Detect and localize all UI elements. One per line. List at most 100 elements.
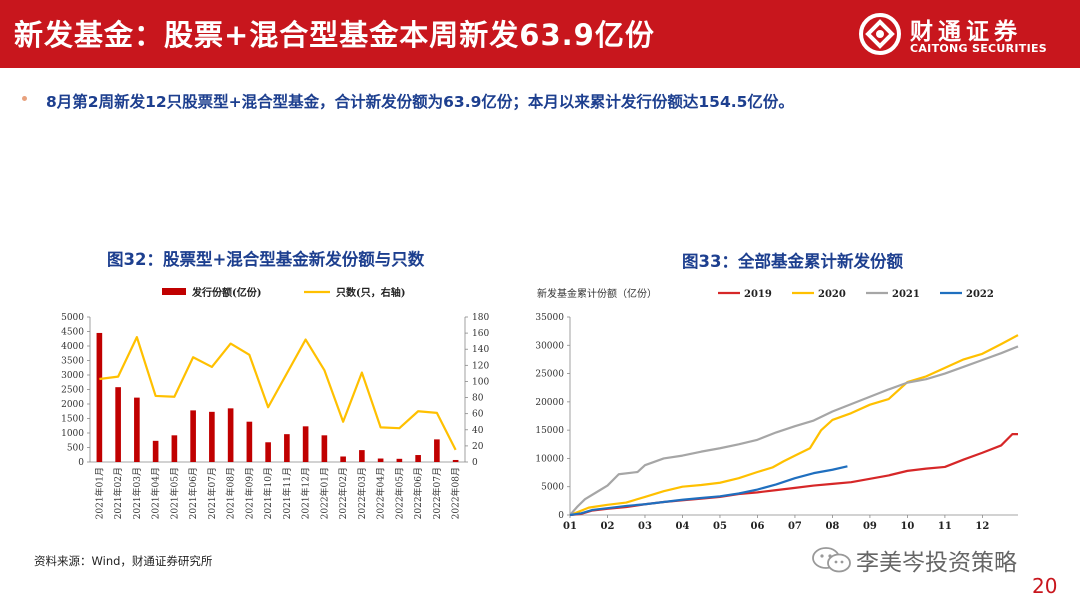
chart1-bar — [396, 458, 403, 462]
chart2-x-tick-label: 02 — [601, 521, 615, 532]
chart2-legend-label-2019: 2019 — [744, 289, 772, 300]
chart1-bar — [284, 434, 290, 462]
source-note: 资料来源：Wind，财通证券研究所 — [34, 554, 213, 568]
chart1-left-tick-label: 5000 — [61, 313, 84, 323]
brand-name: 财通证券 — [910, 19, 1022, 45]
chart1-legend-label-line: 只数(只，右轴) — [336, 286, 405, 299]
page-title: 新发基金：股票+混合型基金本周新发63.9亿份 — [14, 18, 655, 52]
chart2-series-line-2019 — [569, 433, 1018, 517]
chart2-x-tick-label: 10 — [900, 521, 914, 532]
chart1-bar-line: 0500100015002000250030003500400045005000… — [61, 286, 489, 519]
chart1-left-tick-label: 0 — [78, 458, 84, 468]
chart1-x-tick-label: 2021年05月 — [168, 467, 180, 519]
chart2-y-tick-label: 0 — [558, 511, 564, 521]
chart2-y-label: 新发基金累计份额（亿份） — [537, 287, 657, 300]
chart1-right-tick-label: 180 — [472, 313, 489, 323]
chart2-legend-label-2021: 2021 — [892, 289, 920, 300]
chart1-left-tick-label: 2000 — [61, 400, 84, 410]
chart1-right-tick-label: 160 — [472, 329, 489, 339]
chart1-bar — [96, 332, 103, 462]
chart1-bar — [209, 411, 215, 462]
chart2-y-tick-label: 25000 — [535, 370, 564, 380]
chart2-x-tick-label: 04 — [676, 521, 690, 532]
chart2-x-tick-label: 07 — [788, 521, 802, 532]
chart1-x-tick-label: 2022年08月 — [450, 467, 462, 519]
chart2-x-tick-label: 01 — [563, 521, 577, 532]
page-number: 20 — [1032, 574, 1058, 598]
summary-text: 8月第2周新发12只股票型+混合型基金，合计新发份额为63.9亿份；本月以来累计… — [46, 93, 794, 111]
chart1-bar — [302, 426, 309, 462]
chart1-left-tick-label: 1500 — [61, 415, 84, 425]
chart1-x-tick-label: 2021年10月 — [262, 467, 274, 519]
chart1-x-tick-label: 2021年07月 — [206, 467, 218, 519]
chart1-x-tick-label: 2021年03月 — [131, 467, 143, 519]
chart2-cumulative-lines: 0 5000 10000 15000 20000 25000 30000 35000 01 02 0… — [535, 287, 1019, 532]
chart2-x-tick-label: 12 — [975, 521, 989, 532]
chart1-right-tick-label: 40 — [472, 426, 484, 436]
chart1-bar — [152, 440, 159, 462]
chart1-x-tick-label: 2021年12月 — [300, 467, 312, 519]
chart1-title: 图32：股票型+混合型基金新发份额与只数 — [107, 250, 425, 269]
chart2-title: 图33：全部基金累计新发份额 — [682, 252, 903, 271]
chart1-x-tick-label: 2021年06月 — [187, 467, 199, 519]
brand-mark-icon — [859, 13, 901, 55]
chart1-left-tick-label: 3000 — [61, 371, 84, 381]
chart2-series-line-2021 — [569, 345, 1019, 516]
chart1-x-tick-label: 2022年07月 — [431, 467, 443, 519]
chart1-right-tick-label: 80 — [472, 394, 484, 404]
wechat-icon — [812, 547, 851, 573]
chart1-left-tick-label: 1000 — [61, 429, 84, 439]
chart2-y-tick-label: 35000 — [535, 313, 564, 323]
chart1-x-tick-label: 2021年01月 — [93, 467, 105, 519]
chart1-left-tick-label: 4000 — [61, 342, 84, 352]
chart1-left-tick-label: 4500 — [61, 328, 84, 338]
chart2-y-tick-label: 20000 — [535, 398, 564, 408]
chart1-bar — [340, 456, 346, 462]
chart1-count-line — [99, 336, 457, 451]
chart1-bar — [134, 397, 140, 462]
chart1-x-tick-label: 2022年06月 — [412, 467, 424, 519]
chart2-legend-label-2022: 2022 — [966, 289, 994, 300]
chart1-x-tick-label: 2021年09月 — [243, 467, 255, 519]
brand-subtitle: CAITONG SECURITIES — [910, 42, 1048, 55]
chart1-bar — [227, 408, 234, 462]
chart1-bar — [434, 439, 440, 462]
chart2-series-line-2020 — [569, 334, 1019, 517]
chart1-bar — [171, 435, 178, 462]
chart1-x-tick-label: 2021年08月 — [225, 467, 237, 519]
chart1-right-tick-label: 120 — [472, 361, 489, 371]
chart1-legend-swatch-bar — [162, 288, 186, 295]
watermark-text: 李美岑投资策略 — [856, 550, 1017, 576]
chart1-x-tick-label: 2022年04月 — [375, 467, 387, 519]
chart1-left-tick-label: 2500 — [61, 386, 84, 396]
chart1-bar — [246, 421, 253, 462]
chart1-bar — [115, 387, 121, 462]
chart1-x-tick-label: 2022年02月 — [337, 467, 349, 519]
chart2-x-tick-label: 06 — [750, 521, 764, 532]
header-bar: 新发基金：股票+混合型基金本周新发63.9亿份 财通证券 CAITONG SEC… — [0, 0, 1080, 68]
bullet-dot — [22, 96, 27, 101]
chart1-right-tick-label: 20 — [472, 442, 484, 452]
chart1-x-tick-label: 2022年05月 — [393, 467, 405, 519]
chart1-legend-label-bar: 发行份额(亿份) — [191, 286, 261, 299]
chart2-y-tick-label: 10000 — [535, 454, 564, 464]
chart1-bar — [321, 435, 328, 462]
chart1-left-tick-label: 500 — [67, 444, 84, 454]
chart1-bar — [452, 459, 459, 462]
chart2-x-tick-label: 05 — [713, 521, 727, 532]
chart1-x-tick-label: 2021年04月 — [150, 467, 162, 519]
chart1-right-tick-label: 60 — [472, 410, 484, 420]
chart2-legend-label-2020: 2020 — [818, 289, 846, 300]
chart1-right-tick-label: 0 — [472, 458, 478, 468]
chart2-series-line-2022 — [569, 465, 848, 517]
chart1-right-tick-label: 140 — [472, 345, 489, 355]
chart1-bar — [415, 455, 421, 462]
chart2-y-tick-label: 5000 — [541, 483, 564, 493]
chart1-right-tick-label: 100 — [472, 377, 489, 387]
chart2-y-tick-label: 30000 — [535, 341, 564, 351]
chart1-bar — [377, 458, 384, 462]
chart2-x-tick-label: 11 — [938, 521, 952, 532]
chart1-x-tick-label: 2021年11月 — [281, 467, 293, 519]
chart2-y-tick-label: 15000 — [535, 426, 564, 436]
chart1-bar — [359, 450, 365, 462]
